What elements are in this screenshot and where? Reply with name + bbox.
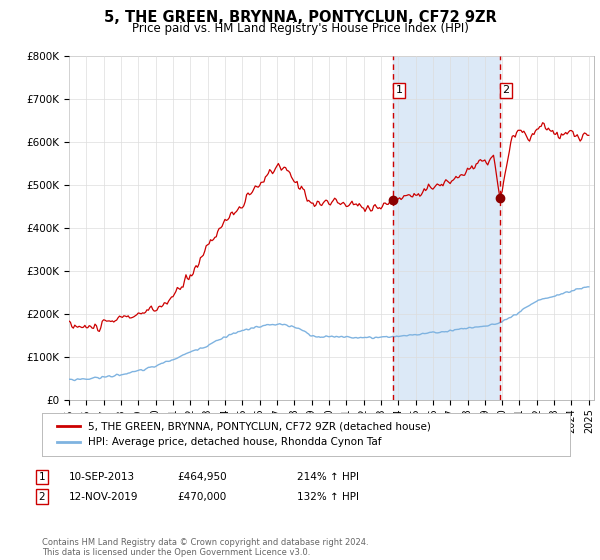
Text: 10-SEP-2013: 10-SEP-2013 (69, 472, 135, 482)
Text: 132% ↑ HPI: 132% ↑ HPI (297, 492, 359, 502)
Bar (393, 56, 500, 400)
Text: £470,000: £470,000 (177, 492, 226, 502)
Text: 5, THE GREEN, BRYNNA, PONTYCLUN, CF72 9ZR: 5, THE GREEN, BRYNNA, PONTYCLUN, CF72 9Z… (104, 10, 496, 25)
Text: Price paid vs. HM Land Registry's House Price Index (HPI): Price paid vs. HM Land Registry's House … (131, 22, 469, 35)
Text: 1: 1 (395, 86, 403, 95)
Text: 2: 2 (503, 86, 509, 95)
Legend: 5, THE GREEN, BRYNNA, PONTYCLUN, CF72 9ZR (detached house), HPI: Average price, : 5, THE GREEN, BRYNNA, PONTYCLUN, CF72 9Z… (52, 418, 435, 451)
Text: £464,950: £464,950 (177, 472, 227, 482)
Text: Contains HM Land Registry data © Crown copyright and database right 2024.
This d: Contains HM Land Registry data © Crown c… (42, 538, 368, 557)
Text: 214% ↑ HPI: 214% ↑ HPI (297, 472, 359, 482)
Text: 2: 2 (38, 492, 46, 502)
Text: 1: 1 (38, 472, 46, 482)
Text: 12-NOV-2019: 12-NOV-2019 (69, 492, 139, 502)
